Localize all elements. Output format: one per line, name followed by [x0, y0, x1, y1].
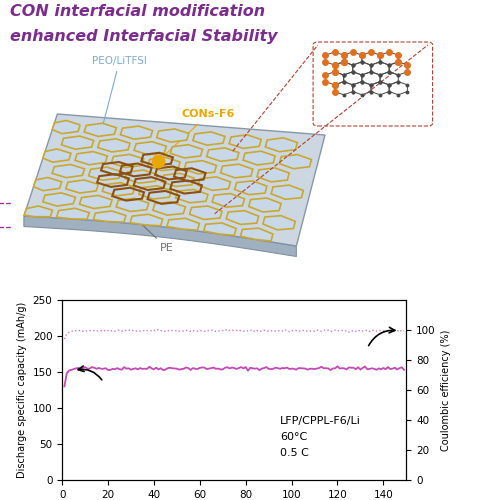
- Polygon shape: [263, 216, 295, 230]
- Polygon shape: [33, 178, 62, 190]
- Polygon shape: [206, 148, 239, 162]
- Polygon shape: [79, 196, 112, 208]
- Polygon shape: [204, 223, 236, 235]
- Y-axis label: Discharge specific capacity (mAh/g): Discharge specific capacity (mAh/g): [17, 302, 27, 478]
- Polygon shape: [56, 208, 89, 219]
- Polygon shape: [193, 132, 225, 145]
- Polygon shape: [66, 180, 98, 193]
- Text: CON interfacial modification: CON interfacial modification: [10, 4, 265, 20]
- Polygon shape: [52, 120, 80, 134]
- Polygon shape: [153, 202, 185, 215]
- Polygon shape: [116, 198, 149, 211]
- Polygon shape: [221, 164, 253, 178]
- Polygon shape: [162, 174, 194, 186]
- Polygon shape: [249, 198, 281, 212]
- Polygon shape: [279, 154, 312, 168]
- Polygon shape: [93, 211, 126, 222]
- Polygon shape: [157, 129, 189, 142]
- Polygon shape: [243, 151, 275, 165]
- Polygon shape: [75, 152, 108, 164]
- Polygon shape: [240, 228, 273, 241]
- Polygon shape: [148, 158, 180, 170]
- Text: enhanced Interfacial Stability: enhanced Interfacial Stability: [10, 28, 277, 44]
- Polygon shape: [170, 144, 203, 158]
- Polygon shape: [257, 168, 289, 182]
- Polygon shape: [120, 126, 152, 139]
- Polygon shape: [43, 193, 76, 206]
- Polygon shape: [24, 206, 53, 217]
- Polygon shape: [61, 136, 94, 149]
- Polygon shape: [139, 186, 172, 199]
- Polygon shape: [184, 160, 217, 174]
- Polygon shape: [84, 124, 116, 136]
- Text: CONs-F6: CONs-F6: [160, 110, 235, 160]
- Polygon shape: [88, 167, 121, 180]
- Polygon shape: [24, 114, 325, 246]
- Y-axis label: Coulombic efficiency (%): Coulombic efficiency (%): [441, 330, 451, 450]
- Polygon shape: [175, 190, 208, 203]
- Polygon shape: [125, 170, 157, 183]
- Text: PE: PE: [138, 221, 174, 253]
- Polygon shape: [98, 139, 130, 152]
- Text: LFP/CPPL-F6/Li
60°C
0.5 C: LFP/CPPL-F6/Li 60°C 0.5 C: [280, 416, 361, 459]
- Polygon shape: [190, 206, 222, 220]
- Polygon shape: [271, 185, 304, 200]
- Polygon shape: [212, 194, 244, 207]
- Polygon shape: [229, 135, 261, 148]
- Polygon shape: [52, 164, 85, 177]
- Polygon shape: [43, 149, 71, 162]
- Polygon shape: [167, 218, 199, 230]
- Text: PEO/LiTFSI: PEO/LiTFSI: [92, 56, 147, 127]
- Polygon shape: [198, 177, 230, 190]
- Polygon shape: [24, 216, 296, 256]
- Polygon shape: [102, 182, 135, 196]
- Polygon shape: [235, 181, 267, 194]
- Polygon shape: [111, 154, 144, 168]
- FancyBboxPatch shape: [313, 42, 433, 126]
- Polygon shape: [265, 138, 297, 151]
- Polygon shape: [130, 214, 163, 226]
- Polygon shape: [134, 142, 166, 155]
- Polygon shape: [226, 210, 259, 224]
